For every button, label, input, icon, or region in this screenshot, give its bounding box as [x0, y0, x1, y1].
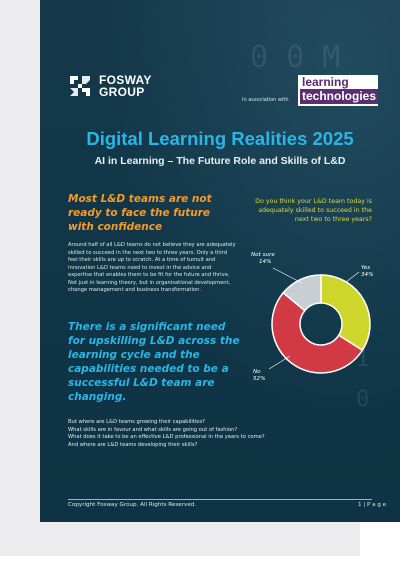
fosway-logo: FOSWAY GROUP: [68, 74, 152, 98]
pie-label-no-name: No: [253, 369, 261, 375]
pie-slice-not-sure: [282, 274, 322, 312]
pie-label-not-sure: Not sure 14%: [251, 252, 275, 266]
pie-label-not-sure-name: Not sure: [251, 252, 275, 258]
leader-line-yes: [345, 271, 360, 283]
body-paragraph: Around half of all L&D teams do not beli…: [68, 242, 236, 293]
question-item: And where are L&D teams developing their…: [68, 441, 198, 448]
learning-technologies-logo: learning technologies: [298, 75, 379, 106]
pie-label-no-value: 52%: [253, 376, 266, 382]
group-wordmark: GROUP: [99, 85, 145, 99]
footer-copyright: Copyright Fosway Group. All Rights Reser…: [68, 502, 197, 508]
background-decoration: 0 0 M: [250, 40, 341, 75]
report-subtitle: AI in Learning – The Future Role and Ski…: [94, 155, 346, 167]
pie-label-not-sure-value: 14%: [259, 259, 272, 265]
lt-logo-line1: learning: [302, 75, 349, 89]
pie-slice-no: [271, 291, 364, 374]
question-list: But where are L&D teams growing their ca…: [68, 419, 368, 449]
question-item: What skills are in favour and what skill…: [68, 426, 238, 433]
lt-logo-line2: technologies: [300, 89, 379, 104]
headline-cyan: There is a significant need for upskilli…: [68, 321, 240, 403]
question-item: What does it take to be an effective L&D…: [68, 434, 265, 441]
footer-divider: [68, 499, 372, 500]
fosway-logo-text: FOSWAY GROUP: [99, 74, 152, 98]
background-panel-top: [0, 0, 40, 56]
pie-label-yes-name: Yes: [361, 265, 371, 271]
fosway-wordmark: FOSWAY: [99, 73, 152, 87]
leader-line-no: [268, 355, 291, 370]
pie-label-no: No 52%: [253, 369, 265, 383]
fosway-logo-mark-icon: [68, 74, 92, 98]
background-panel-bottom: [40, 522, 360, 556]
headline-orange: Most L&D teams are not ready to face the…: [68, 193, 212, 233]
background-panel-left: [0, 56, 40, 556]
pie-label-yes: Yes 34%: [361, 265, 373, 279]
report-title: Digital Learning Realities 2025: [86, 128, 354, 149]
question-item: But where are L&D teams growing their ca…: [68, 419, 205, 425]
leader-line-not-sure: [272, 267, 303, 284]
association-text: In association with: [242, 97, 289, 103]
footer-page-number: 1 | P a g e: [358, 502, 387, 508]
pie-label-yes-value: 34%: [361, 272, 374, 278]
chart-question: Do you think your L&D team today is adeq…: [255, 198, 372, 223]
